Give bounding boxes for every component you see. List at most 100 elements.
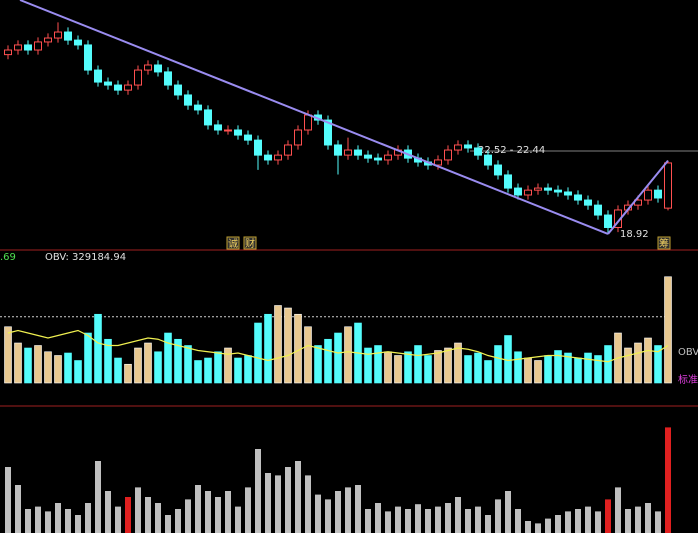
obv-bar: [514, 351, 522, 384]
candle-body: [164, 71, 172, 86]
candle-body: [64, 31, 72, 41]
obv-bar: [224, 347, 232, 384]
obv-bar: [214, 351, 222, 384]
volume-bar: [645, 503, 651, 533]
obv-bar: [284, 307, 292, 384]
candle-body: [304, 114, 312, 131]
volume-bar: [525, 521, 531, 533]
candle-body: [454, 144, 462, 151]
candle-body: [464, 144, 472, 149]
candle-body: [194, 104, 202, 111]
candle-body: [4, 49, 12, 56]
volume-bar: [625, 509, 631, 533]
volume-bar: [555, 515, 561, 533]
obv-bar: [64, 352, 72, 384]
candle-body: [554, 189, 562, 193]
volume-bar: [115, 506, 121, 533]
obv-bar: [94, 313, 102, 384]
volume-bar: [65, 509, 71, 533]
trendline: [19, 0, 609, 235]
candle-body: [114, 84, 122, 91]
obv-bar: [74, 360, 82, 384]
volume-bar: [75, 515, 81, 533]
obv-bar: [174, 338, 182, 384]
candle-body: [484, 154, 492, 166]
obv-bar: [534, 360, 542, 384]
trendline: [607, 160, 669, 235]
volume-bar: [235, 506, 241, 533]
obv-bar: [384, 351, 392, 384]
obv-bar: [144, 342, 152, 384]
volume-bar: [25, 509, 31, 533]
volume-bar: [395, 506, 401, 533]
obv-bar: [504, 335, 512, 384]
volume-bar: [225, 491, 231, 533]
volume-bar: [135, 487, 141, 533]
volume-bar: [305, 475, 311, 533]
volume-bar: [45, 511, 51, 533]
icon-box: [226, 236, 240, 250]
volume-bar: [155, 503, 161, 533]
volume-bar: [615, 487, 621, 533]
obv-bar: [124, 363, 132, 384]
volume-bar: [55, 503, 61, 533]
candle-body: [44, 37, 52, 43]
obv-line-label: OBV: [678, 347, 698, 358]
obv-bar: [254, 322, 262, 384]
candle-body: [434, 159, 442, 166]
volume-bar: [595, 511, 601, 533]
obv-bar: [14, 342, 22, 384]
obv-bar: [574, 357, 582, 384]
volume-bar: [415, 504, 421, 533]
volume-bar: [315, 494, 321, 533]
candle-body: [534, 187, 542, 191]
candle-body: [294, 129, 302, 146]
candle-body: [594, 204, 602, 216]
icon: 诚: [228, 238, 238, 250]
volume-bar: [585, 506, 591, 533]
volume-bar: [485, 515, 491, 533]
candle-body: [364, 154, 372, 159]
volume-bar: [95, 461, 101, 533]
candle-body: [74, 39, 82, 46]
obv-bar: [154, 351, 162, 384]
volume-bar: [285, 467, 291, 533]
volume-bar: [15, 485, 21, 533]
candle-body: [264, 154, 272, 161]
candle-body: [144, 64, 152, 71]
obv-bar: [374, 345, 382, 384]
candle-body: [94, 69, 102, 83]
candle-body: [204, 109, 212, 126]
volume-bar: [535, 523, 541, 533]
candle-body: [154, 64, 162, 73]
candle-body: [574, 194, 582, 201]
reference-label: 22.52 - 22.44: [478, 145, 545, 156]
volume-bar: [655, 511, 661, 533]
candle-body: [374, 157, 382, 161]
low-label: 18.92: [620, 229, 649, 240]
obv-bar: [644, 337, 652, 384]
candle-body: [134, 69, 142, 86]
volume-bar: [545, 518, 551, 533]
obv-bar: [324, 338, 332, 384]
volume-bar: [495, 499, 501, 533]
volume-bar: [205, 491, 211, 533]
obv-bar: [204, 357, 212, 384]
obv-bar: [564, 352, 572, 384]
obv-bar: [334, 332, 342, 384]
volume-bar: [665, 427, 671, 533]
candle-body: [24, 44, 32, 51]
candle-body: [254, 139, 262, 156]
obv-bar: [654, 345, 662, 384]
candle-body: [384, 154, 392, 161]
obv-bar: [304, 326, 312, 384]
obv-bar: [444, 347, 452, 384]
obv-bar: [84, 332, 92, 384]
obv-bar: [394, 355, 402, 384]
volume-bar: [85, 503, 91, 533]
volume-bar: [245, 487, 251, 533]
obv-second-label: 标准: [678, 374, 698, 386]
obv-bar: [484, 360, 492, 384]
candle-body: [354, 149, 362, 156]
